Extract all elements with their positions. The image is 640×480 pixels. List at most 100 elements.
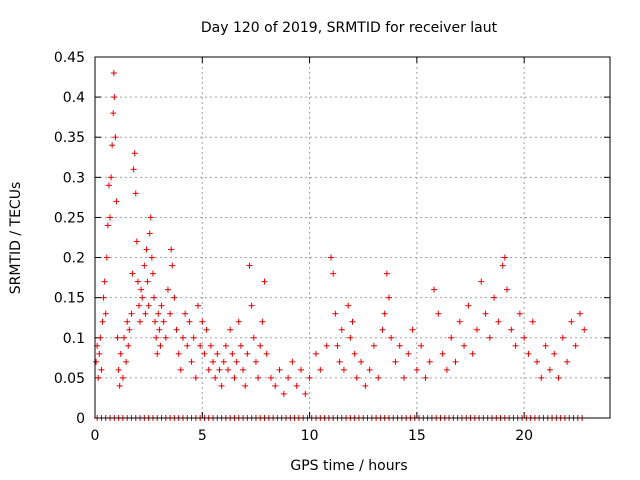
- data-point: [225, 366, 232, 373]
- data-point: [153, 334, 160, 341]
- data-point: [135, 302, 142, 309]
- data-point: [422, 374, 429, 381]
- data-point: [366, 366, 373, 373]
- data-point: [110, 70, 117, 77]
- data-point: [201, 350, 208, 357]
- data-point: [110, 110, 117, 117]
- data-point: [95, 374, 102, 381]
- data-point: [139, 294, 146, 301]
- x-tick-label: 20: [515, 428, 533, 444]
- data-point: [132, 190, 139, 197]
- data-point: [98, 366, 105, 373]
- data-point: [521, 334, 528, 341]
- data-point: [100, 294, 107, 301]
- data-point: [276, 366, 283, 373]
- x-tick-label: 5: [198, 428, 207, 444]
- data-point: [147, 214, 154, 221]
- data-point: [568, 318, 575, 325]
- data-point: [383, 270, 390, 277]
- data-point: [336, 358, 343, 365]
- data-point: [375, 374, 382, 381]
- data-point: [551, 350, 558, 357]
- data-point: [144, 278, 151, 285]
- y-tick-label: 0.3: [63, 170, 85, 186]
- data-point: [177, 366, 184, 373]
- data-point: [113, 198, 120, 205]
- y-tick-label: 0.05: [54, 371, 85, 387]
- data-point: [501, 254, 508, 261]
- data-point: [338, 326, 345, 333]
- data-point: [195, 302, 201, 309]
- data-point: [272, 382, 279, 389]
- data-point: [104, 222, 111, 229]
- data-point: [512, 342, 519, 349]
- data-point: [188, 358, 195, 365]
- data-point: [431, 286, 438, 293]
- data-point: [332, 310, 339, 317]
- data-point: [525, 350, 532, 357]
- data-point: [538, 374, 545, 381]
- data-point: [157, 342, 164, 349]
- data-point: [227, 326, 234, 333]
- data-point: [138, 286, 145, 293]
- data-point: [405, 350, 412, 357]
- data-point: [124, 318, 131, 325]
- data-point: [192, 374, 199, 381]
- chart-title: Day 120 of 2019, SRMTID for receiver lau…: [201, 20, 498, 36]
- data-point: [125, 342, 132, 349]
- data-point: [101, 278, 108, 285]
- data-point: [182, 310, 189, 317]
- data-point: [244, 350, 251, 357]
- data-point: [152, 318, 159, 325]
- data-point: [263, 350, 270, 357]
- data-point: [469, 350, 476, 357]
- data-point: [126, 326, 133, 333]
- data-point: [128, 310, 135, 317]
- data-point: [435, 310, 442, 317]
- data-point: [439, 350, 446, 357]
- data-point: [298, 366, 304, 373]
- data-point: [559, 334, 566, 341]
- data-point: [516, 310, 523, 317]
- data-point: [349, 318, 356, 325]
- data-point: [216, 366, 223, 373]
- data-point: [345, 302, 352, 309]
- data-point: [186, 318, 193, 325]
- data-point: [175, 350, 182, 357]
- data-point: [137, 318, 144, 325]
- data-point: [229, 350, 236, 357]
- data-point: [504, 286, 510, 293]
- data-point: [199, 318, 206, 325]
- data-point: [289, 358, 296, 365]
- data-point: [495, 318, 502, 325]
- y-tick-label: 0: [76, 411, 85, 427]
- data-point: [478, 278, 485, 285]
- x-tick-label: 0: [91, 428, 100, 444]
- data-point: [443, 366, 450, 373]
- data-point: [115, 366, 122, 373]
- data-point: [142, 310, 149, 317]
- data-point: [499, 262, 506, 269]
- data-point: [347, 334, 354, 341]
- data-point: [158, 302, 165, 309]
- data-point: [546, 366, 553, 373]
- data-point: [190, 334, 197, 341]
- axis-ticks: [94, 56, 610, 419]
- data-point: [116, 382, 123, 389]
- data-point: [293, 382, 300, 389]
- data-point: [381, 310, 388, 317]
- data-point: [129, 270, 136, 277]
- data-point: [340, 366, 347, 373]
- data-point: [184, 342, 191, 349]
- data-point: [452, 358, 459, 365]
- data-point: [164, 286, 171, 293]
- data-point: [131, 150, 138, 157]
- data-point: [572, 342, 579, 349]
- data-point: [473, 326, 480, 333]
- data-point: [103, 254, 110, 261]
- data-point: [564, 358, 571, 365]
- data-point: [323, 342, 330, 349]
- data-point: [109, 142, 116, 149]
- data-point: [123, 358, 130, 365]
